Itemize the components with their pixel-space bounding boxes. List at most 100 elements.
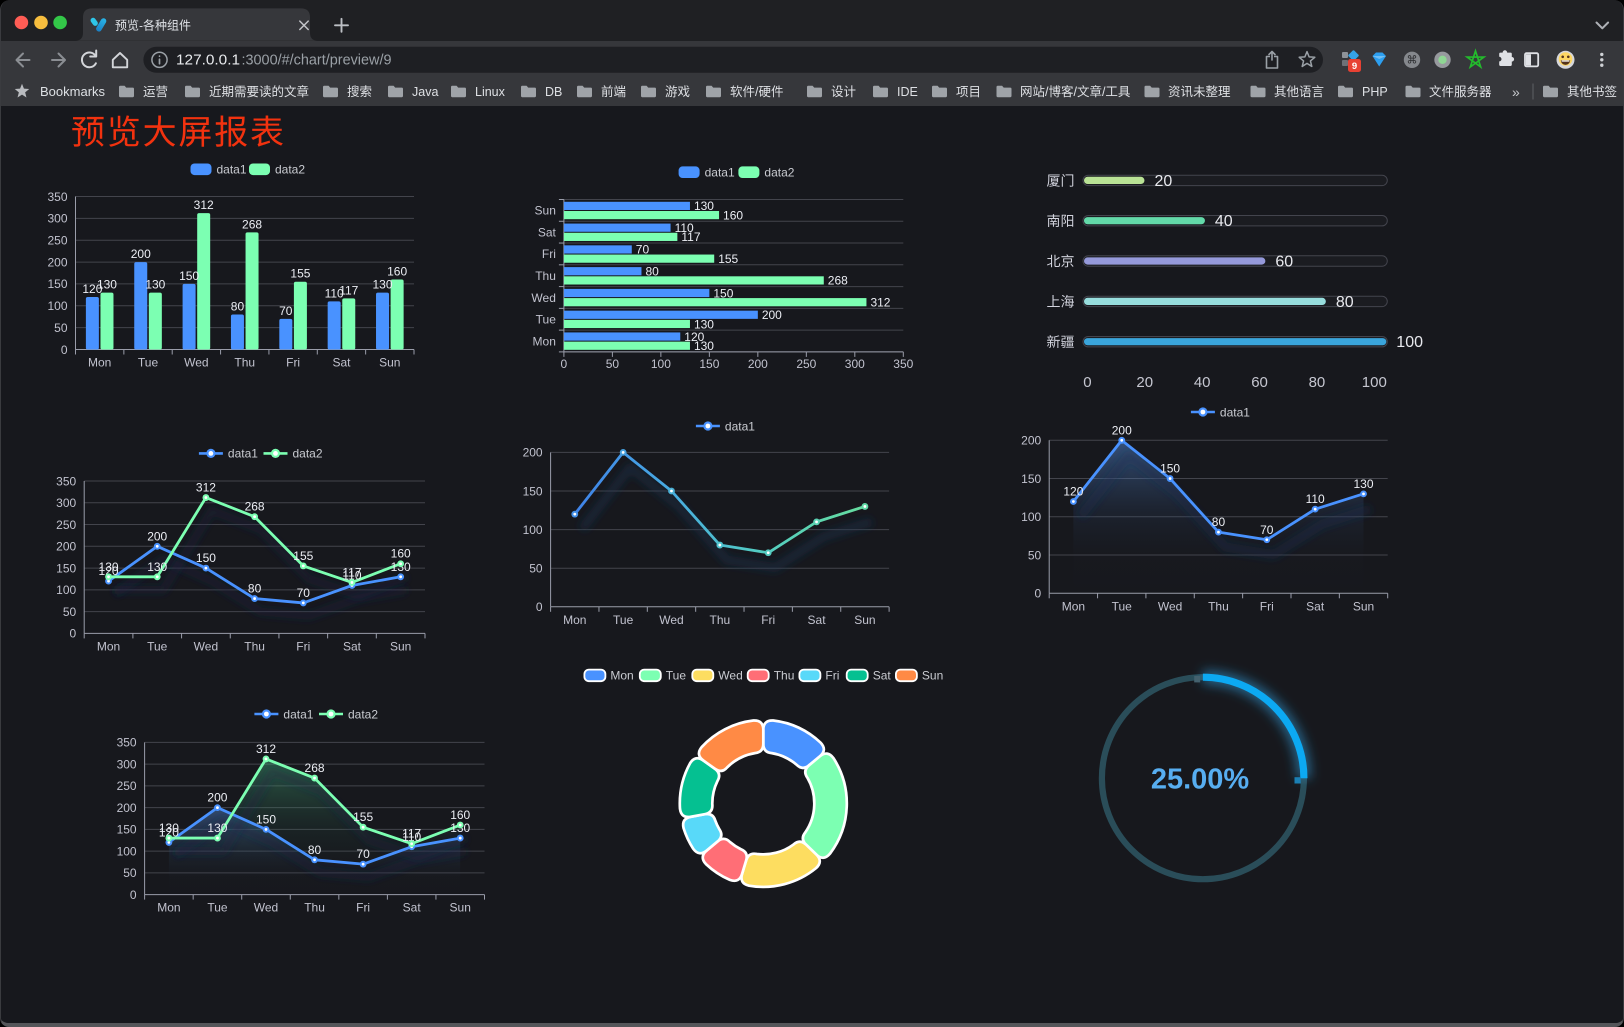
svg-text:0: 0 <box>70 627 77 641</box>
svg-text:200: 200 <box>523 446 543 460</box>
svg-text:»: » <box>1512 84 1520 100</box>
svg-text:300: 300 <box>47 212 67 226</box>
svg-text:120: 120 <box>159 825 179 839</box>
svg-text:Fri: Fri <box>761 613 775 627</box>
svg-text:Tue: Tue <box>147 639 168 653</box>
svg-text:155: 155 <box>290 267 310 281</box>
svg-text:软件/硬件: 软件/硬件 <box>730 81 783 100</box>
svg-text:130: 130 <box>147 560 167 574</box>
svg-text:130: 130 <box>694 317 714 331</box>
svg-text:Thu: Thu <box>1208 599 1229 613</box>
svg-text:Mon: Mon <box>563 613 586 627</box>
svg-text:0: 0 <box>130 888 137 902</box>
svg-text:项目: 项目 <box>956 81 981 100</box>
svg-text:130: 130 <box>145 278 165 292</box>
svg-text:80: 80 <box>1336 294 1354 311</box>
svg-text:200: 200 <box>748 357 768 371</box>
svg-text:Sat: Sat <box>873 669 892 683</box>
svg-text:117: 117 <box>681 230 700 244</box>
svg-text:Tue: Tue <box>613 613 634 627</box>
svg-text:0: 0 <box>61 343 68 357</box>
svg-text:268: 268 <box>305 761 325 775</box>
svg-text:Wed: Wed <box>194 639 218 653</box>
svg-text:300: 300 <box>117 757 137 771</box>
svg-text:100: 100 <box>1396 334 1423 351</box>
svg-text:120: 120 <box>99 564 119 578</box>
svg-text:300: 300 <box>56 496 76 510</box>
svg-text:40: 40 <box>1215 213 1233 230</box>
svg-text:268: 268 <box>828 274 848 288</box>
svg-text:data2: data2 <box>764 166 794 180</box>
svg-text:160: 160 <box>391 547 411 561</box>
svg-text:data1: data1 <box>705 166 735 180</box>
svg-text:Fri: Fri <box>296 639 310 653</box>
svg-text:文件服务器: 文件服务器 <box>1429 81 1492 100</box>
svg-text:Tue: Tue <box>1112 599 1133 613</box>
svg-text:运营: 运营 <box>143 81 168 100</box>
svg-text:350: 350 <box>47 190 67 204</box>
svg-text:155: 155 <box>353 810 373 824</box>
svg-text:250: 250 <box>56 518 76 532</box>
svg-text:游戏: 游戏 <box>665 81 690 100</box>
svg-text:IDE: IDE <box>897 85 918 99</box>
svg-text:250: 250 <box>47 234 67 248</box>
svg-text:150: 150 <box>523 484 543 498</box>
svg-text:150: 150 <box>1021 472 1041 486</box>
svg-text:100: 100 <box>523 523 543 537</box>
svg-text:80: 80 <box>645 265 659 279</box>
svg-text:110: 110 <box>342 569 361 583</box>
svg-text:50: 50 <box>606 357 620 371</box>
svg-text:80: 80 <box>231 300 245 314</box>
svg-text:Tue: Tue <box>666 669 687 683</box>
svg-text:Sun: Sun <box>1353 599 1374 613</box>
svg-text:Tue: Tue <box>207 901 228 915</box>
svg-text:DB: DB <box>545 85 562 99</box>
svg-text:Fri: Fri <box>825 669 839 683</box>
svg-text:Sat: Sat <box>808 613 827 627</box>
svg-text:120: 120 <box>684 330 704 344</box>
svg-text:200: 200 <box>147 529 167 543</box>
svg-text:50: 50 <box>529 562 543 576</box>
svg-text:200: 200 <box>1112 423 1132 437</box>
svg-text:150: 150 <box>56 561 76 575</box>
svg-text:Mon: Mon <box>88 356 111 370</box>
svg-text::3000/#/chart/preview/9: :3000/#/chart/preview/9 <box>242 53 392 69</box>
svg-text:155: 155 <box>718 252 738 266</box>
svg-text:Wed: Wed <box>1158 599 1182 613</box>
svg-text:200: 200 <box>56 540 76 554</box>
svg-text:Wed: Wed <box>254 901 278 915</box>
svg-text:其他语言: 其他语言 <box>1274 81 1324 100</box>
svg-text:200: 200 <box>131 247 151 261</box>
svg-text:110: 110 <box>402 830 421 844</box>
svg-text:100: 100 <box>1362 374 1387 391</box>
svg-text:data2: data2 <box>275 163 305 177</box>
svg-text:117: 117 <box>342 565 361 579</box>
svg-text:312: 312 <box>256 742 276 756</box>
svg-text:⌘: ⌘ <box>1407 55 1418 67</box>
svg-text:150: 150 <box>713 286 733 300</box>
svg-text:搜索: 搜索 <box>347 81 372 100</box>
svg-text:data1: data1 <box>228 447 258 461</box>
svg-text:312: 312 <box>194 198 214 212</box>
svg-text:20: 20 <box>1136 374 1153 391</box>
svg-text:Sat: Sat <box>343 639 362 653</box>
svg-text:150: 150 <box>47 277 67 291</box>
svg-text:25.00%: 25.00% <box>1151 763 1250 795</box>
svg-text:312: 312 <box>870 295 890 309</box>
svg-text:PHP: PHP <box>1362 85 1388 99</box>
svg-text:Fri: Fri <box>1260 599 1274 613</box>
svg-text:Mon: Mon <box>157 901 180 915</box>
svg-text:150: 150 <box>117 823 137 837</box>
svg-text:Thu: Thu <box>710 613 731 627</box>
svg-text:Mon: Mon <box>533 334 556 348</box>
svg-text:200: 200 <box>762 308 782 322</box>
svg-text:0: 0 <box>561 357 568 371</box>
svg-text:Wed: Wed <box>718 669 742 683</box>
svg-text:data1: data1 <box>283 707 313 721</box>
svg-text:100: 100 <box>1021 510 1041 524</box>
svg-text:近期需要读的文章: 近期需要读的文章 <box>209 81 309 100</box>
svg-text:300: 300 <box>845 357 865 371</box>
svg-text:130: 130 <box>99 560 119 574</box>
svg-text:设计: 设计 <box>831 81 856 100</box>
svg-text:160: 160 <box>450 808 470 822</box>
